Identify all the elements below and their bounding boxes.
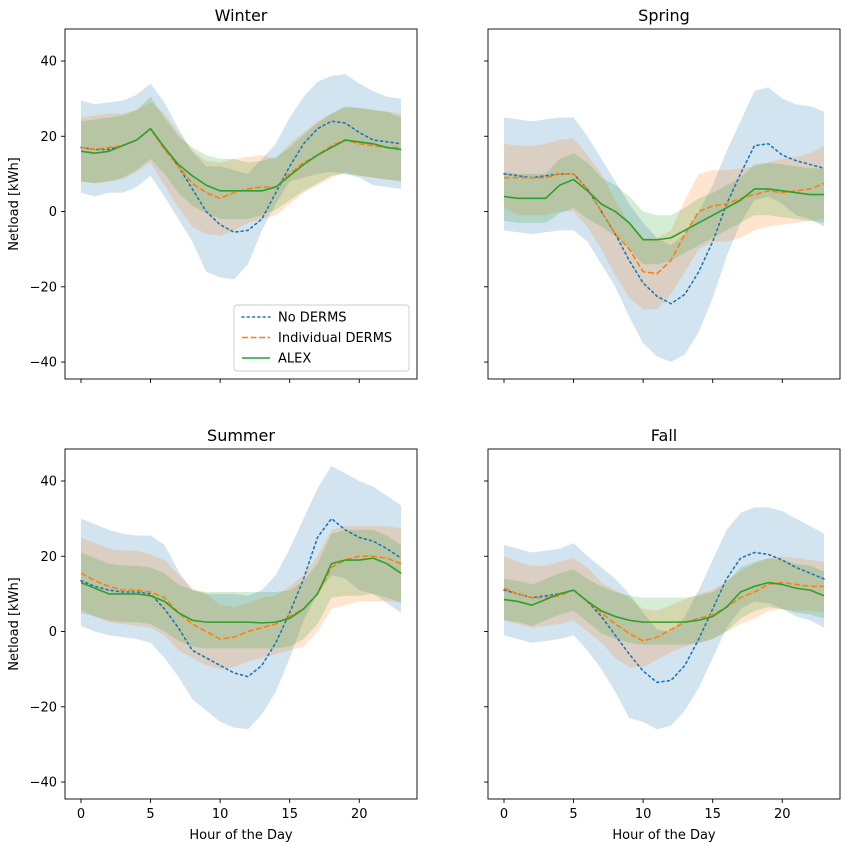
line-no-derms bbox=[80, 517, 402, 678]
y-tick-label: 40 bbox=[40, 54, 57, 69]
panel-winter: 40 20 0 −20 −40 Winter Netload [kWh] No DERMS In… bbox=[7, 6, 418, 383]
x-tick-label: 15 bbox=[704, 807, 721, 822]
line-individual-derms bbox=[504, 173, 825, 275]
axes-frame bbox=[487, 28, 841, 380]
band-individual-derms bbox=[81, 526, 401, 670]
y-tick-label: 40 bbox=[40, 474, 57, 489]
x-tick-label: 20 bbox=[774, 807, 791, 822]
band-individual-derms bbox=[504, 138, 824, 310]
legend-label: No DERMS bbox=[278, 311, 347, 326]
x-tick-label: 10 bbox=[212, 807, 229, 822]
x-tick-label: 0 bbox=[77, 807, 85, 822]
legend: No DERMS Individual DERMS ALEX bbox=[233, 304, 410, 372]
axes-frame bbox=[64, 28, 418, 380]
band-individual-derms bbox=[504, 556, 824, 668]
line-alex bbox=[503, 178, 824, 241]
legend-box bbox=[233, 304, 410, 372]
y-tick-label: −40 bbox=[30, 776, 57, 791]
band-individual-derms bbox=[81, 102, 401, 236]
x-tick-label: 10 bbox=[635, 807, 652, 822]
band-no-derms bbox=[504, 507, 824, 730]
line-alex bbox=[80, 557, 402, 624]
panel-title: Winter bbox=[215, 6, 268, 25]
x-axis-label: Hour of the Day bbox=[189, 828, 293, 843]
x-axis-label: Hour of the Day bbox=[612, 828, 716, 843]
band-no-derms bbox=[81, 74, 401, 280]
band-alex bbox=[81, 529, 401, 649]
line-alex bbox=[80, 127, 402, 192]
panel-title: Fall bbox=[651, 426, 677, 445]
panel-spring: Spring bbox=[484, 6, 841, 383]
panel-title: Summer bbox=[207, 426, 275, 445]
panel-title: Spring bbox=[638, 6, 690, 25]
x-tick-label: 5 bbox=[569, 807, 577, 822]
y-tick-label: 0 bbox=[49, 205, 57, 220]
x-tick-label: 15 bbox=[281, 807, 298, 822]
line-individual-derms bbox=[503, 581, 824, 642]
y-tick-label: −20 bbox=[30, 700, 57, 715]
panel-summer: 40 20 0 −20 −40 0 5 10 15 20 Summer Netload [kWh] Ho… bbox=[7, 426, 418, 843]
y-tick-label: 20 bbox=[40, 130, 57, 145]
band-alex bbox=[504, 153, 824, 265]
y-tick-label: −40 bbox=[30, 356, 57, 371]
x-tick-label: 5 bbox=[146, 807, 154, 822]
band-no-derms bbox=[504, 87, 824, 363]
x-tick-label: 0 bbox=[500, 807, 508, 822]
line-alex bbox=[503, 581, 825, 623]
y-axis-label: Netload [kWh] bbox=[7, 157, 22, 251]
axes-frame bbox=[64, 448, 418, 800]
y-axis-label: Netload [kWh] bbox=[7, 577, 22, 671]
band-alex bbox=[504, 558, 824, 645]
panels: 40 20 0 −20 −40 Winter Netload [kWh] No DERMS In… bbox=[7, 6, 841, 843]
legend-label: Individual DERMS bbox=[278, 331, 392, 346]
x-tick-label: 20 bbox=[351, 807, 368, 822]
y-tick-label: 0 bbox=[49, 625, 57, 640]
y-tick-label: 20 bbox=[40, 550, 57, 565]
y-tick-label: −20 bbox=[30, 280, 57, 295]
panel-fall: 0 5 10 15 20 Fall Hour of the Day bbox=[484, 426, 841, 843]
axes-frame bbox=[487, 448, 841, 800]
legend-label: ALEX bbox=[278, 352, 311, 367]
